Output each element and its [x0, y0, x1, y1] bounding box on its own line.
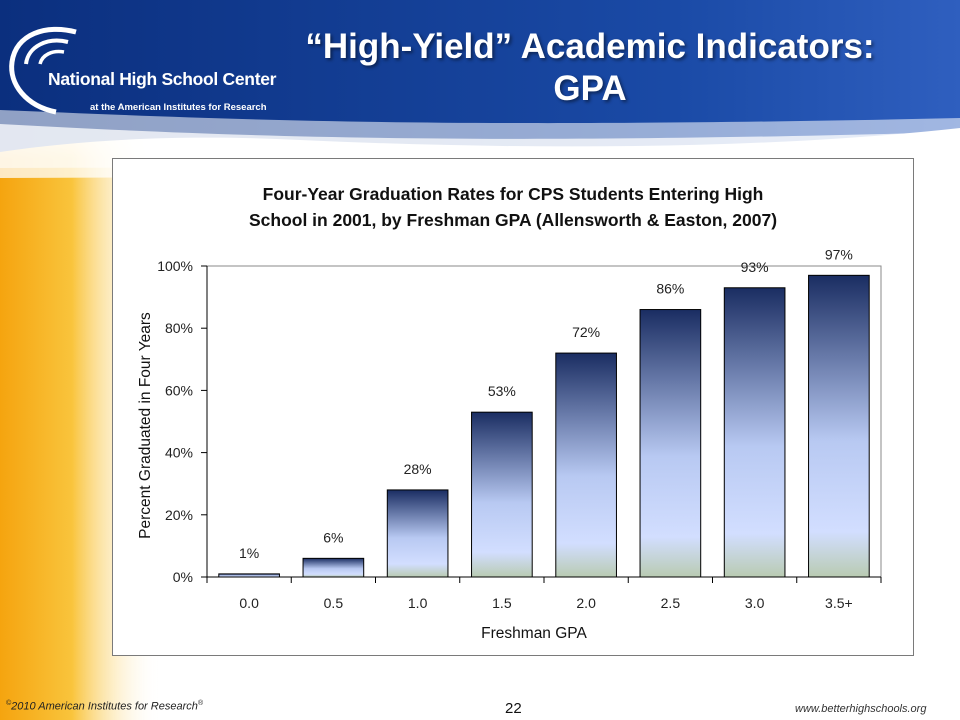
registered-symbol: ® — [197, 700, 204, 707]
x-tick-label: 3.0 — [745, 595, 765, 611]
x-tick-label: 2.5 — [661, 595, 681, 611]
x-tick-label: 1.5 — [492, 595, 512, 611]
logo-subtitle: at the American Institutes for Research — [90, 102, 267, 113]
data-label: 6% — [323, 529, 343, 545]
data-label: 53% — [488, 383, 516, 399]
y-tick-label: 40% — [165, 445, 193, 461]
y-tick-label: 80% — [165, 320, 193, 336]
bar — [302, 557, 365, 578]
swoosh-logo-icon — [9, 26, 77, 115]
copyright-text: 2010 American Institutes for Research — [11, 700, 198, 713]
page-number: 22 — [505, 700, 522, 717]
x-tick-label: 2.0 — [576, 595, 596, 611]
slide-title: “High-Yield” Academic Indicators: GPA — [250, 26, 930, 110]
y-axis-title: Percent Graduated in Four Years — [137, 312, 154, 539]
data-label: 93% — [741, 259, 769, 275]
national-high-school-center-logo: National High School Center at the Ameri… — [6, 22, 276, 122]
bar — [386, 489, 449, 578]
logo-name: National High School Center — [48, 69, 277, 89]
data-label: 97% — [825, 246, 853, 262]
data-label: 1% — [239, 545, 259, 561]
x-axis-title: Freshman GPA — [481, 625, 587, 642]
y-tick-label: 100% — [157, 258, 193, 274]
website-link[interactable]: www.betterhighschools.org — [795, 703, 927, 715]
data-label: 28% — [404, 461, 432, 477]
x-tick-label: 3.5+ — [825, 595, 853, 611]
bar — [471, 411, 533, 578]
chart-title-line1: Four-Year Graduation Rates for CPS Stude… — [262, 184, 764, 204]
bar — [723, 287, 786, 578]
copyright-notice: ©2010 American Institutes for Research® — [6, 700, 203, 713]
y-tick-label: 20% — [165, 507, 193, 523]
slide-title-line2: GPA — [553, 69, 627, 108]
bar — [808, 274, 870, 578]
x-tick-label: 0.5 — [324, 595, 344, 611]
slide-title-line1: “High-Yield” Academic Indicators: — [305, 27, 875, 66]
bar — [218, 573, 280, 578]
data-label: 86% — [656, 281, 684, 297]
chart-title-line2: School in 2001, by Freshman GPA (Allensw… — [248, 210, 778, 230]
copyright-symbol: © — [6, 700, 12, 707]
x-tick-label: 0.0 — [239, 595, 259, 611]
chart-panel: Four-Year Graduation Rates for CPS Stude… — [112, 158, 914, 656]
bar — [555, 352, 617, 578]
x-tick-label: 1.0 — [408, 595, 428, 611]
data-label: 72% — [572, 324, 600, 340]
chart-title: Four-Year Graduation Rates for CPS Stude… — [113, 181, 913, 233]
graduation-rate-bar-chart: 0% 20% 40% 60% 80% 100% 1% 0.0 6% 0.5 28% 1.0 53% 1.5… — [137, 246, 882, 642]
y-tick-label: 0% — [173, 569, 193, 585]
bar — [639, 309, 702, 578]
y-tick-label: 60% — [165, 382, 193, 398]
